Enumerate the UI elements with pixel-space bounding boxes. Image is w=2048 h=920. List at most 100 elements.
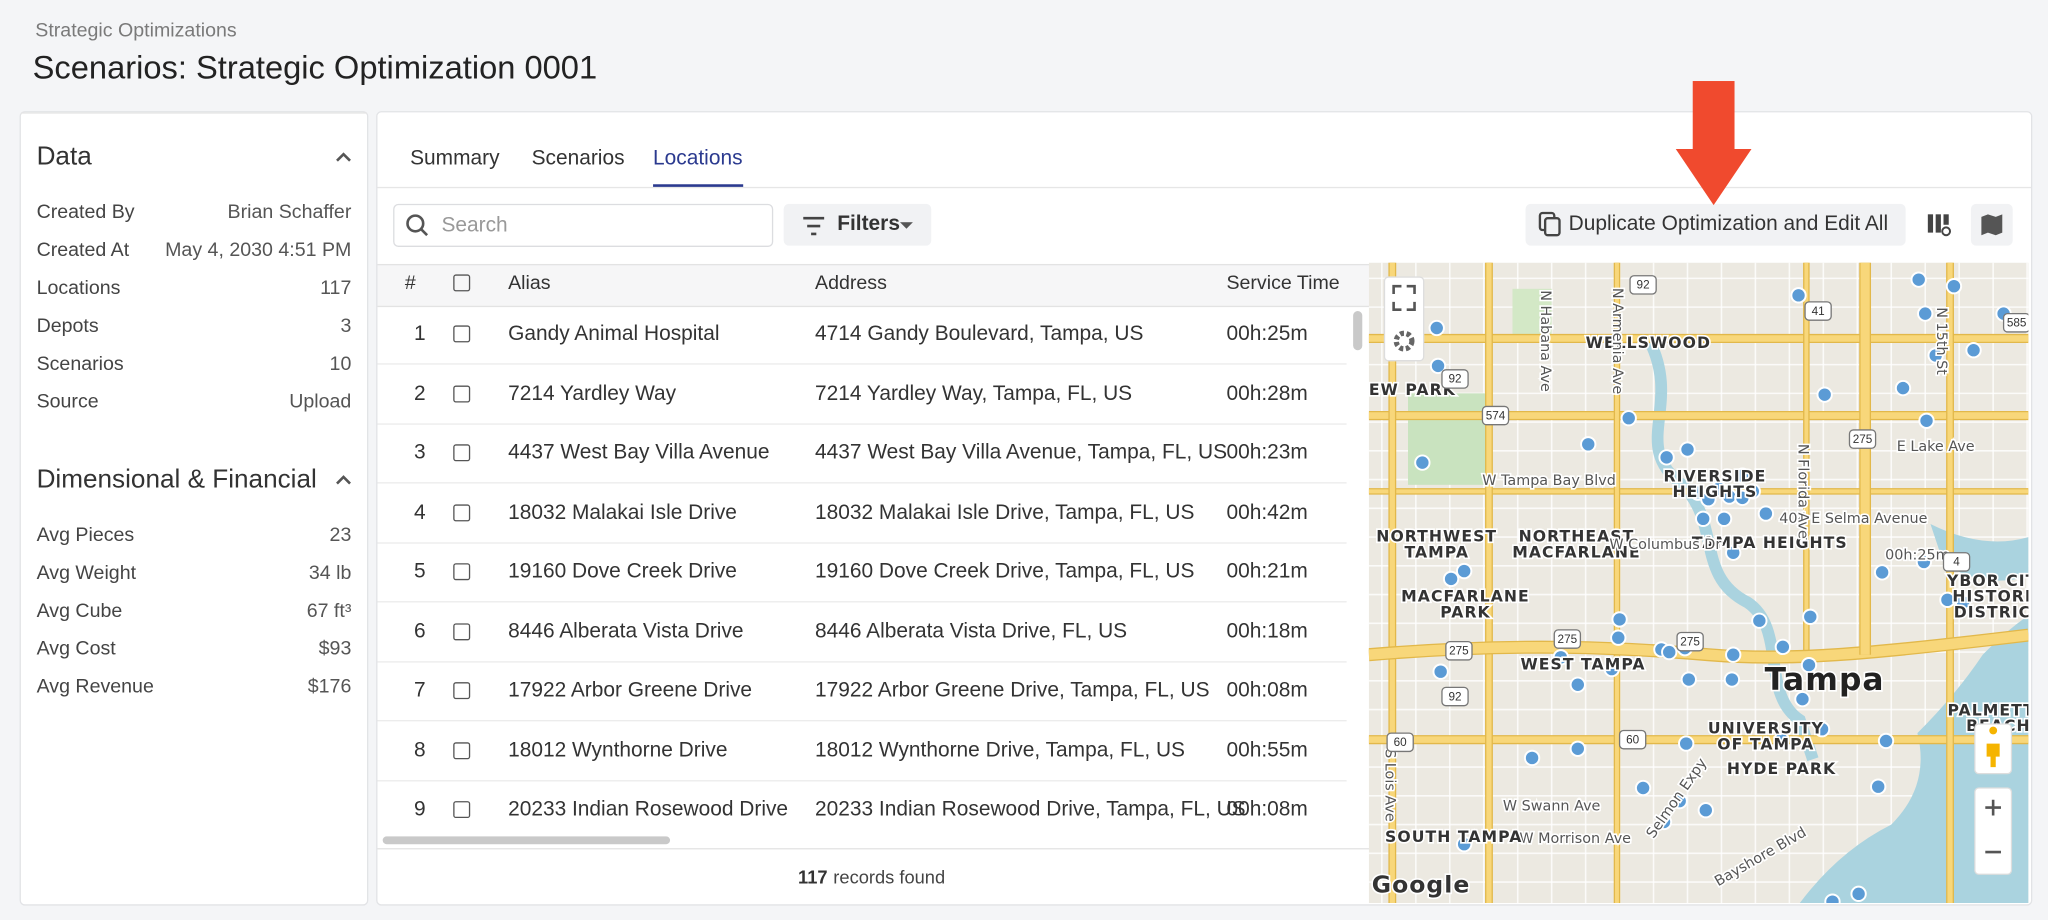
cell: 20233 Indian Rosewood Drive [508,797,788,823]
row-checkbox [453,444,470,461]
location-pin [1622,411,1636,425]
location-pin [1699,803,1713,817]
cell: 7214 Yardley Way [508,381,676,407]
field-label: Avg Pieces [37,523,135,549]
map-label: Google [1372,871,1471,899]
location-pin [1612,612,1626,626]
row-number: 1 [414,321,426,347]
location-pin [1682,672,1696,686]
map-icon [1979,212,2005,238]
field-label: Avg Cost [37,636,116,662]
row-divider [377,542,1346,543]
row-number: 2 [414,381,426,407]
duplicate-icon [1537,210,1563,239]
cell: 18012 Wynthorne Drive, Tampa, FL, US [815,738,1185,764]
field-value: $176 [308,674,352,700]
chevron-path [337,477,350,484]
route-number: 60 [1626,733,1640,746]
h-scrollbar[interactable] [383,836,670,844]
collapse-chevron[interactable] [336,152,352,162]
map-label: N Armenia Ave [1609,288,1625,395]
location-pin [1433,665,1447,679]
route-number: 41 [1812,305,1825,318]
route-number: 275 [1449,645,1469,658]
map-label: W Columbus Dr [1609,537,1721,553]
field-value: Upload [289,389,351,415]
cell: 00h:18m [1226,619,1307,645]
location-pin [1966,343,1980,357]
collapse-chevron[interactable] [336,474,352,484]
duplicate-button[interactable]: Duplicate Optimization and Edit All [1526,204,1906,246]
row-number: 7 [414,678,426,704]
row-number: 3 [414,440,426,466]
field-label: Avg Revenue [37,674,154,700]
map-label: W Morrison Ave [1519,831,1631,847]
breadcrumb[interactable]: Strategic Optimizations [35,18,236,44]
row-number: 5 [414,559,426,585]
section-divider [21,112,367,113]
map-label: S Lois Ave [1382,749,1398,822]
map-label: WEST TAMPA [1520,655,1645,674]
cell: 00h:08m [1226,678,1307,704]
active-tab-underline [653,184,743,187]
column-header: Service Time [1226,271,1339,297]
location-pin [1525,751,1539,765]
location-pin [1571,742,1585,756]
location-pin [1752,614,1766,628]
row-checkbox [453,563,470,580]
caret [900,222,913,230]
cell: 00h:21m [1226,559,1307,585]
location-pin [1851,887,1865,901]
map[interactable]: WELLSWOODEW PARKW Tampa Bay BlvdRIVERSID… [1369,263,2029,903]
row-checkbox [453,801,470,818]
search-icon [405,213,431,239]
location-pin [1776,640,1790,654]
cell: 8446 Alberata Vista Drive [508,619,743,645]
row-number: 9 [414,797,426,823]
row-number: 6 [414,619,426,645]
location-pin [1919,414,1933,428]
route-number: 4 [1953,556,1960,569]
map-label: N 15th St [1933,307,1949,375]
cell: 4437 West Bay Villa Avenue [508,440,769,466]
location-pin [1947,279,1961,293]
field-label: Created By [37,200,135,226]
location-pin [1759,506,1773,520]
location-pin [1896,381,1910,395]
map-label: N Florida Ave [1794,444,1810,539]
location-pin [1717,512,1731,526]
map-label: W Swann Ave [1503,798,1601,814]
location-pin [1415,455,1429,469]
row-divider [377,423,1346,424]
tab[interactable]: Scenarios [532,146,625,172]
tab[interactable]: Locations [653,146,742,172]
cell: 00h:55m [1226,738,1307,764]
cell: 20233 Indian Rosewood Drive, Tampa, FL, … [815,797,1246,823]
row-checkbox [453,504,470,521]
v-scrollbar[interactable] [1353,311,1362,350]
filters-button[interactable]: Filters [784,204,932,246]
footer-divider [377,848,1370,849]
record-text: records found [833,864,945,890]
map-label: 00h:25m [1885,547,1949,563]
map-label: W Tampa Bay Blvd [1482,473,1616,489]
columns-icon[interactable] [1925,212,1954,241]
map-label: E Lake Ave [1897,439,1975,455]
map-toggle[interactable] [1971,204,2013,246]
search-box[interactable]: Search [393,204,773,247]
row-divider [377,482,1346,483]
filters-label: Filters [837,212,900,238]
field-label: Avg Cube [37,599,123,625]
cell: 00h:08m [1226,797,1307,823]
map-controls[interactable] [1384,277,1423,361]
location-pin [1875,565,1889,579]
map-label: N Habana Ave [1537,290,1553,392]
field-label: Depots [37,314,99,340]
tab[interactable]: Summary [410,146,499,172]
column-header: # [405,271,416,297]
map-label: PARK [1440,602,1491,621]
park [1408,393,1486,484]
map-label: Tampa [1765,662,1885,698]
field-value: 117 [320,276,351,302]
